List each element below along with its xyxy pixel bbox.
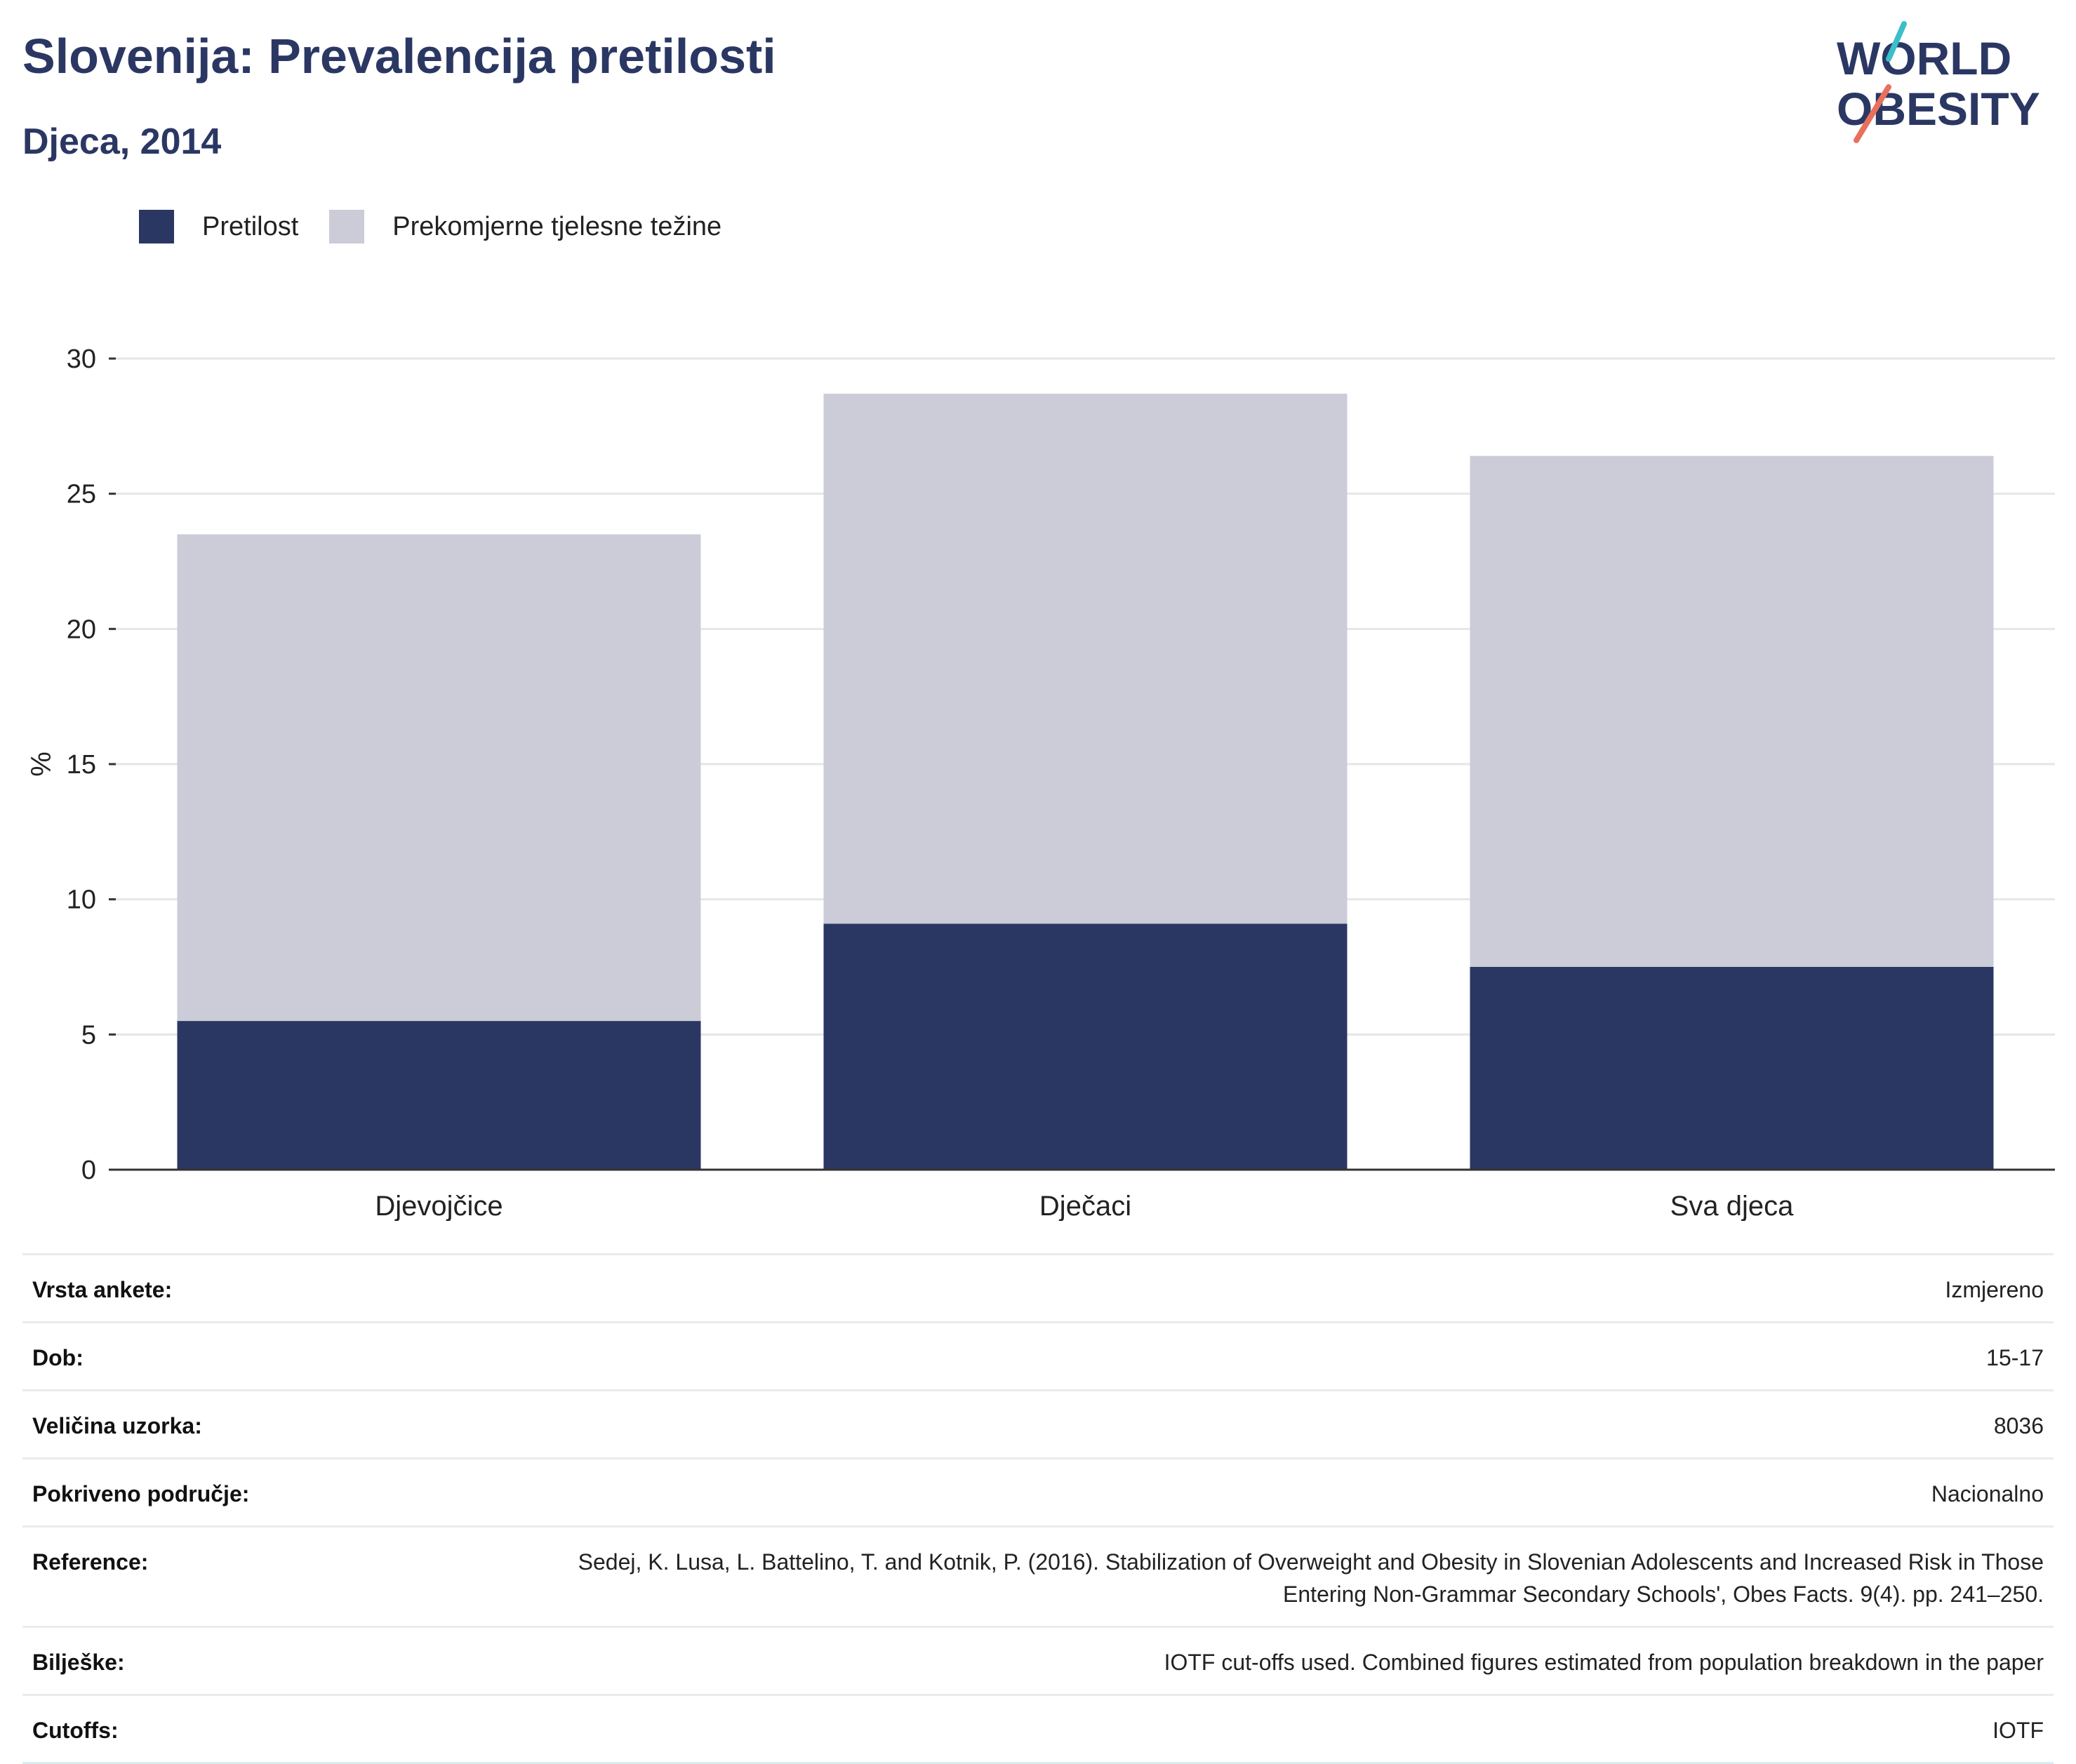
chart-legend: Pretilost Prekomjerne tjelesne težine xyxy=(139,209,752,244)
y-tick-label: 15 xyxy=(67,750,96,780)
details-row: Reference: Sedej, K. Lusa, L. Battelino, … xyxy=(22,1528,2054,1628)
details-label: Cutoffs: xyxy=(32,1718,119,1743)
legend-item-obesity[interactable]: Pretilost xyxy=(139,210,298,243)
details-value: 15-17 xyxy=(1986,1345,2044,1370)
y-tick-label: 30 xyxy=(67,345,96,374)
y-tick-label: 0 xyxy=(81,1156,96,1185)
details-label: Veličina uzorka: xyxy=(32,1413,202,1438)
details-label: Dob: xyxy=(32,1345,84,1370)
chart-title: Slovenija: Prevalencija pretilosti xyxy=(22,29,776,83)
details-label: Vrsta ankete: xyxy=(32,1277,173,1302)
legend-label-overweight: Prekomjerne tjelesne težine xyxy=(392,211,722,241)
details-value: IOTF cut-offs used. Combined figures est… xyxy=(1164,1650,2044,1675)
bar-obesity xyxy=(1470,967,1994,1170)
bar-overweight xyxy=(177,534,701,1022)
details-label: Reference: xyxy=(32,1549,149,1575)
y-tick-label: 25 xyxy=(67,480,96,509)
legend-swatch-overweight xyxy=(329,210,365,243)
details-row: Bilješke: IOTF cut-offs used. Combined fi… xyxy=(22,1628,2054,1696)
world-obesity-logo: WORLD OBESITY xyxy=(1837,21,2040,143)
details-row: Vrsta ankete: Izmjereno xyxy=(22,1255,2054,1323)
y-axis-label: % xyxy=(26,751,57,777)
y-tick-label: 5 xyxy=(81,1020,96,1050)
y-tick-label: 10 xyxy=(67,886,96,915)
details-value: IOTF xyxy=(1992,1718,2044,1743)
bar-chart: 0 5 10 15 20 25 30% Djevojčice Dječaci Sva djeca xyxy=(26,345,2055,1221)
x-tick-label: Djevojčice xyxy=(375,1191,503,1221)
x-tick-label: Dječaci xyxy=(1039,1191,1131,1221)
legend-swatch-obesity xyxy=(139,210,174,243)
bar-overweight xyxy=(1470,455,1994,967)
survey-details-table: Vrsta ankete: Izmjereno Dob: 15-17 Veličina … xyxy=(22,1253,2054,1764)
legend-item-overweight[interactable]: Prekomjerne tjelesne težine xyxy=(329,210,721,243)
logo-slash-coral xyxy=(1854,84,1891,143)
x-tick-label: Sva djeca xyxy=(1670,1191,1794,1221)
y-tick-label: 20 xyxy=(67,615,96,644)
logo-line-1: WORLD xyxy=(1837,32,2011,84)
bar-obesity xyxy=(177,1021,701,1170)
bar-obesity xyxy=(823,923,1348,1170)
chart-subtitle: Djeca, 2014 xyxy=(22,121,222,162)
details-row: Pokriveno područje: Nacionalno xyxy=(22,1459,2054,1528)
details-row: Dob: 15-17 xyxy=(22,1323,2054,1391)
logo-line-2: OBESITY xyxy=(1837,83,2040,135)
legend-label-obesity: Pretilost xyxy=(202,211,299,241)
details-label: Bilješke: xyxy=(32,1650,125,1675)
details-value: Izmjereno xyxy=(1945,1277,2044,1302)
details-value: 8036 xyxy=(1993,1413,2044,1438)
details-value: Sedej, K. Lusa, L. Battelino, T. and Kot… xyxy=(578,1549,2044,1607)
details-row: Veličina uzorka: 8036 xyxy=(22,1391,2054,1459)
details-row: Cutoffs: IOTF xyxy=(22,1696,2054,1764)
details-value: Nacionalno xyxy=(1931,1481,2044,1506)
details-label: Pokriveno područje: xyxy=(32,1481,250,1506)
bar-overweight xyxy=(823,394,1348,924)
logo-slash-teal xyxy=(1886,21,1907,62)
